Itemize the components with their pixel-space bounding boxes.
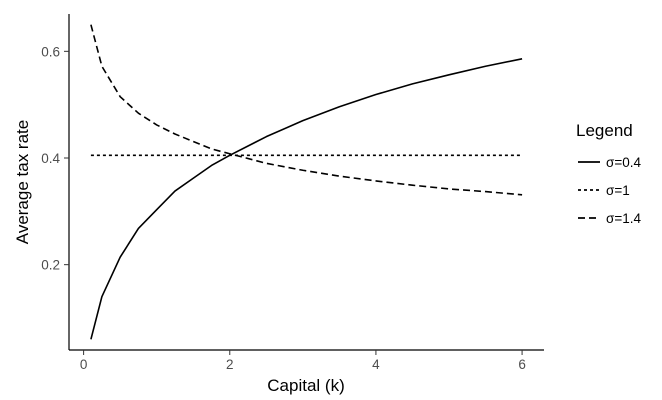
legend: Legend σ=0.4 σ=1 σ=1.4 [576,121,641,226]
x-tick-label: 6 [518,357,526,372]
ticks: 0 2 4 6 0.2 0.4 0.6 [41,44,526,372]
x-tick-label: 0 [80,357,88,372]
x-axis-title: Capital (k) [267,376,344,395]
x-tick-label: 4 [372,357,380,372]
y-tick-label: 0.2 [41,258,60,273]
y-tick-label: 0.4 [41,151,60,166]
y-tick-label: 0.6 [41,44,60,59]
series-line-dashed [90,24,523,196]
x-tick-label: 2 [226,357,234,372]
legend-label: σ=0.4 [606,155,641,170]
legend-label: σ=1 [606,183,630,198]
y-axis-title: Average tax rate [13,120,32,244]
axes [68,14,544,351]
legend-label: σ=1.4 [606,211,641,226]
series-line-solid [90,58,523,340]
legend-title: Legend [576,121,633,140]
legend-items: σ=0.4 σ=1 σ=1.4 [578,155,641,226]
series-layer [90,24,523,340]
